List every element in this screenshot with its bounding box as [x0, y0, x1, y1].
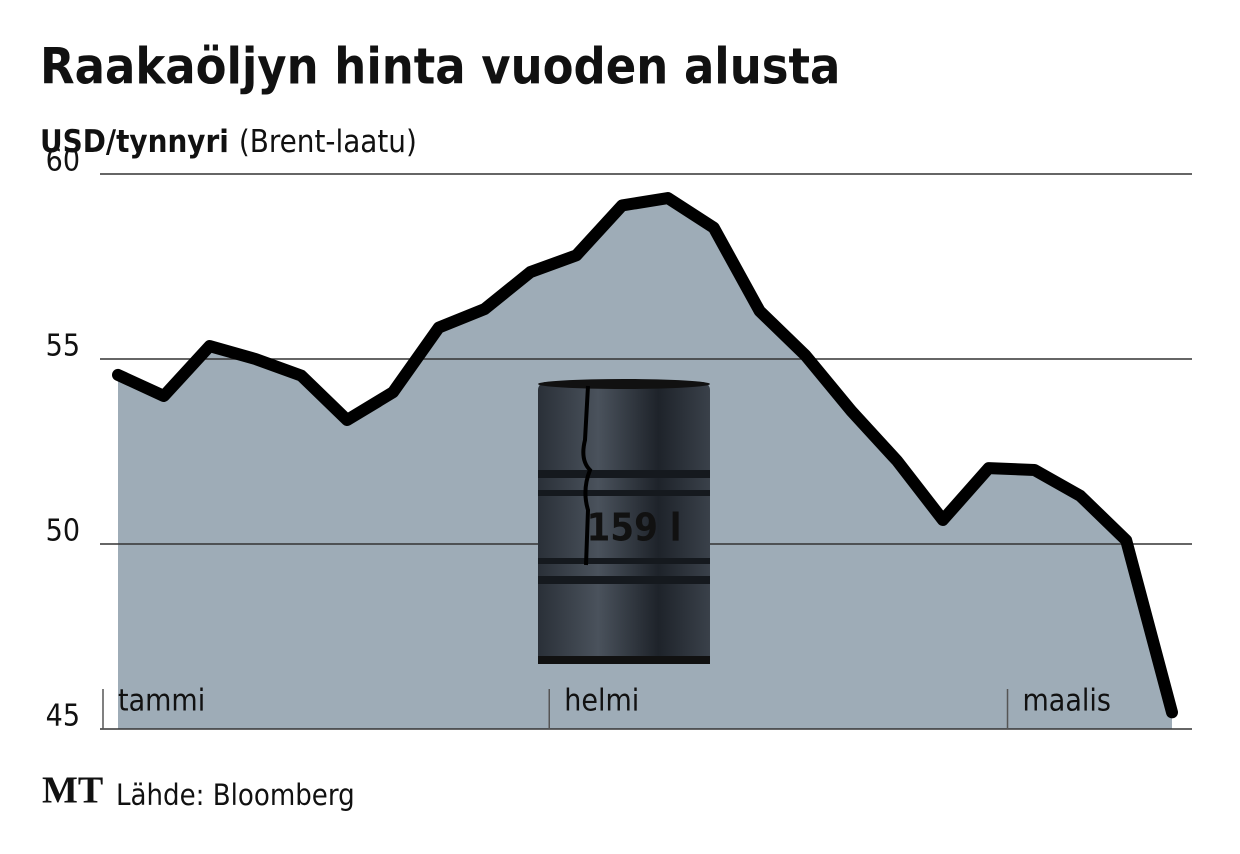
barrel-body — [538, 382, 710, 664]
chart-title: Raakaöljyn hinta vuoden alusta — [40, 38, 840, 96]
y-tick-label: 55 — [46, 329, 80, 364]
barrel-rim — [538, 379, 710, 389]
x-tick-label: maalis — [1023, 684, 1111, 719]
unit: USD/tynnyri — [40, 124, 229, 160]
y-tick-label: 50 — [46, 514, 80, 549]
barrel-hoop — [538, 490, 710, 496]
y-tick-label: 60 — [46, 144, 80, 179]
x-tick-label: tammi — [118, 684, 205, 719]
oil-drip — [581, 385, 593, 566]
x-tick-label: helmi — [564, 684, 639, 719]
source: Lähde: Bloomberg — [116, 778, 355, 812]
logo: MT — [42, 770, 103, 812]
y-tick-label: 45 — [46, 699, 80, 734]
barrel-hoop — [538, 656, 710, 664]
subtitle: USD/tynnyri (Brent-laatu) — [40, 124, 417, 160]
line — [112, 192, 1178, 719]
barrel-hoop — [538, 576, 710, 584]
barrel-hoop — [538, 558, 710, 564]
barrel-label: 159 l — [587, 506, 682, 550]
barrel-hoop — [538, 470, 710, 478]
subtitle-text: (Brent-laatu) — [239, 124, 417, 160]
barrel: 159 l — [538, 379, 710, 664]
